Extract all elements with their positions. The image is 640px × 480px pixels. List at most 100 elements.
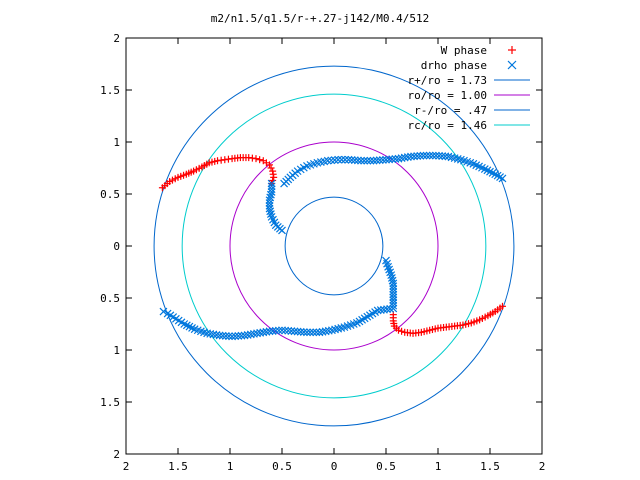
drho-phase-point-155 (249, 329, 258, 338)
drho-phase-point-59 (403, 153, 412, 162)
y-tick-label-4: 0 (113, 240, 120, 253)
drho-phase-point-105 (389, 293, 398, 302)
legend-label-5: rc/ro = 1.46 (408, 119, 487, 132)
drho-phase-point-100 (389, 279, 398, 288)
drho-phase-point-47 (366, 156, 375, 165)
drho-phase-point-140 (296, 327, 305, 336)
drho-phase-point-101 (389, 282, 398, 291)
drho-phase-point-164 (221, 332, 230, 340)
drho-phase-point-38 (337, 155, 346, 164)
drho-phase-point-56 (394, 154, 403, 163)
drho-phase-point-147 (274, 326, 283, 335)
drho-phase-point-133 (318, 327, 327, 336)
drho-phase-point-162 (228, 332, 237, 341)
drho-phase-point-154 (253, 329, 261, 338)
circles-layer (153, 65, 515, 427)
drho-phase-point-52 (382, 155, 390, 164)
drho-phase-point-165 (218, 331, 227, 340)
circle-series-5 (181, 93, 487, 399)
drho-phase-point-71 (441, 152, 450, 161)
drho-phase-point-34 (323, 156, 332, 165)
drho-phase-point-142 (290, 327, 299, 336)
legend-label-0: W phase (441, 44, 487, 57)
drho-phase-point-156 (246, 330, 255, 339)
x-tick-label-7: 1.5 (480, 460, 500, 473)
drho-phase-point-67 (428, 151, 437, 160)
drho-phase-point-46 (363, 156, 372, 165)
drho-phase-point-94 (384, 262, 393, 271)
drho-phase-point-157 (243, 330, 252, 339)
drho-phase-point-35 (327, 156, 336, 165)
drho-phase-point-107 (389, 298, 398, 307)
drho-phase-point-161 (231, 332, 240, 341)
drho-phase-point-66 (425, 151, 434, 160)
points-layer (158, 151, 507, 341)
y-tick-label-6: 1 (113, 344, 120, 357)
legend-label-2: r+/ro = 1.73 (408, 74, 487, 87)
w-phase-point-38 (267, 164, 275, 172)
drho-phase-point-63 (416, 151, 425, 160)
drho-phase-point-159 (237, 331, 246, 340)
drho-phase-point-61 (410, 152, 419, 161)
drho-phase-point-168 (209, 330, 218, 339)
drho-phase-point-158 (240, 331, 249, 340)
x-tick-label-1: 1.5 (168, 460, 188, 473)
drho-phase-point-60 (407, 152, 415, 161)
drho-phase-point-88 (491, 170, 500, 179)
y-tick-label-7: 1.5 (100, 396, 120, 409)
legend-label-4: r-/ro = .47 (414, 104, 487, 117)
legend-marker-0 (508, 46, 516, 54)
w-phase-point-33 (252, 155, 260, 163)
drho-phase-point-103 (389, 287, 398, 296)
drho-phase-point-64 (419, 151, 428, 160)
drho-phase-point-40 (344, 155, 353, 164)
x-tick-label-3: 0.5 (272, 460, 292, 473)
drho-phase-point-136 (309, 328, 318, 337)
x-tick-label-6: 1 (435, 460, 442, 473)
drho-phase-point-145 (281, 326, 290, 335)
y-tick-label-5: 0.5 (100, 292, 120, 305)
drho-phase-point-51 (378, 156, 387, 164)
x-tick-label-4: 0 (331, 460, 338, 473)
drho-phase-point-146 (278, 326, 286, 335)
drho-phase-point-139 (299, 328, 308, 336)
y-tick-label-2: 1 (113, 136, 120, 149)
drho-phase-point-44 (357, 156, 365, 165)
drho-phase-point-150 (265, 327, 274, 336)
y-tick-label-1: 1.5 (100, 84, 120, 97)
y-tick-label-0: 2 (113, 32, 120, 45)
drho-phase-point-6 (265, 196, 274, 205)
drho-phase-point-134 (315, 328, 324, 337)
drho-phase-point-43 (353, 156, 362, 165)
drho-phase-point-45 (360, 156, 369, 165)
drho-phase-point-0 (267, 179, 276, 188)
drho-phase-point-130 (327, 326, 336, 335)
circle-series-4 (284, 196, 384, 296)
drho-phase-point-50 (375, 156, 384, 165)
drho-phase-point-58 (400, 153, 409, 162)
legend-label-3: ro/ro = 1.00 (408, 89, 487, 102)
x-tick-label-2: 1 (227, 460, 234, 473)
drho-phase-point-160 (234, 332, 243, 340)
drho-phase-point-57 (397, 154, 406, 163)
drho-phase-point-39 (341, 155, 350, 164)
drho-phase-point-112 (379, 305, 388, 314)
drho-phase-point-49 (372, 156, 381, 165)
y-tick-label-8: 2 (113, 448, 120, 461)
drho-phase-point-18 (278, 226, 286, 235)
ticks-layer: 2 1.5 1 0.5 0 0.5 1 1.5 221.510.500.511.52 (100, 32, 545, 473)
drho-phase-point-153 (256, 328, 265, 337)
drho-phase-point-68 (431, 151, 440, 160)
drho-phase-point-141 (293, 327, 302, 336)
legend: W phase drho phase r+/ro = 1.73 ro/ro = 1.0… (408, 44, 530, 132)
drho-phase-point-70 (438, 152, 447, 160)
drho-phase-point-37 (334, 155, 343, 164)
w-phase-point-37 (266, 161, 274, 169)
drho-phase-point-109 (389, 304, 398, 313)
drho-phase-point-41 (347, 156, 356, 164)
drho-phase-point-69 (435, 151, 443, 160)
drho-phase-point-111 (383, 305, 391, 314)
drho-phase-point-132 (321, 327, 330, 336)
drho-phase-point-149 (268, 327, 277, 335)
